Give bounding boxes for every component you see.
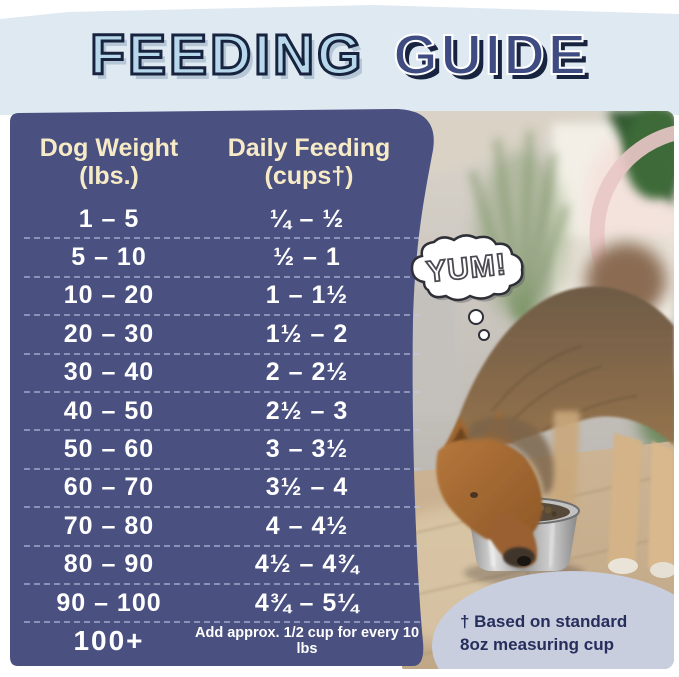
weight-cell: 80 – 90 [63,550,155,579]
table-panel [10,109,434,666]
header-band [0,5,679,115]
footnote-text: † Based on standard 8oz measuring cup [460,611,660,657]
weight-cell: 90 – 100 [56,588,162,617]
cups-cell: 4½ – 4¾ [254,550,360,579]
cups-cell: 3 – 3½ [265,435,349,464]
cups-cell: 2 – 2½ [265,358,349,387]
cups-cell: 1½ – 2 [265,319,349,348]
thought-bubble: YUM! [410,234,526,341]
weight-cell: 50 – 60 [63,435,155,464]
cups-cell: 3½ – 4 [265,473,349,502]
page-title: FEEDING GUIDE [0,22,679,89]
table-row: 10 – 20 1 – 1½ [24,278,420,317]
table-row: 80 – 90 4½ – 4¾ [24,547,420,585]
table-row-100plus: 100+ Add approx. 1/2 cup for every 10 lb… [24,623,420,659]
table-header-row: Dog Weight (lbs.) Daily Feeding (cups†) [24,134,420,190]
cups-cell: 4 – 4½ [265,511,349,540]
cups-cell: 1 – 1½ [265,281,349,310]
table-row: 1 – 5 ¼ – ½ [24,201,420,240]
table-row: 50 – 60 3 – 3½ [24,431,420,470]
cups-cell: ¼ – ½ [269,204,345,233]
weight-cell: 100+ [73,625,145,657]
col-header-daily-feeding: Daily Feeding (cups†) [227,134,391,190]
weight-cell: 20 – 30 [63,319,155,348]
table-row: 40 – 50 2½ – 3 [24,393,420,432]
table-row: 5 – 10 ½ – 1 [24,239,420,278]
weight-cell: 30 – 40 [63,358,155,387]
col-header-dog-weight: Dog Weight (lbs.) [39,134,179,190]
table-rows: 1 – 5 ¼ – ½ 5 – 10 ½ – 1 10 – 20 1 – 1½ … [24,201,420,660]
footnote-line2: 8oz measuring cup [460,635,614,655]
table-row: 60 – 70 3½ – 4 [24,470,420,509]
cups-cell: ½ – 1 [273,243,341,272]
cups-cell: 4¾ – 5¼ [254,588,360,617]
table-row: 30 – 40 2 – 2½ [24,355,420,393]
weight-cell: 5 – 10 [71,243,147,272]
title-word-feeding: FEEDING [89,22,365,89]
feeding-table: Dog Weight (lbs.) Daily Feeding (cups†) … [24,134,420,660]
title-word-guide: GUIDE [392,22,589,88]
dog-head [436,411,554,568]
weight-cell: 70 – 80 [63,511,155,540]
table-row: 70 – 80 4 – 4½ [24,508,420,547]
footnote-line1: † Based on standard [460,612,628,632]
table-row: 20 – 30 1½ – 2 [24,316,420,355]
dog-photo: † Based on standard 8oz measuring cup [402,111,674,669]
thought-dot [478,329,490,341]
weight-cell: 60 – 70 [63,473,155,502]
note-cell: Add approx. 1/2 cup for every 10 lbs [194,625,420,658]
weight-cell: 1 – 5 [78,204,140,233]
thought-dot [468,309,484,325]
weight-cell: 10 – 20 [63,281,155,310]
pink-ring-decoration [589,125,674,341]
weight-cell: 40 – 50 [63,396,155,425]
table-row: 90 – 100 4¾ – 5¼ [24,585,420,624]
cups-cell: 2½ – 3 [265,396,349,425]
